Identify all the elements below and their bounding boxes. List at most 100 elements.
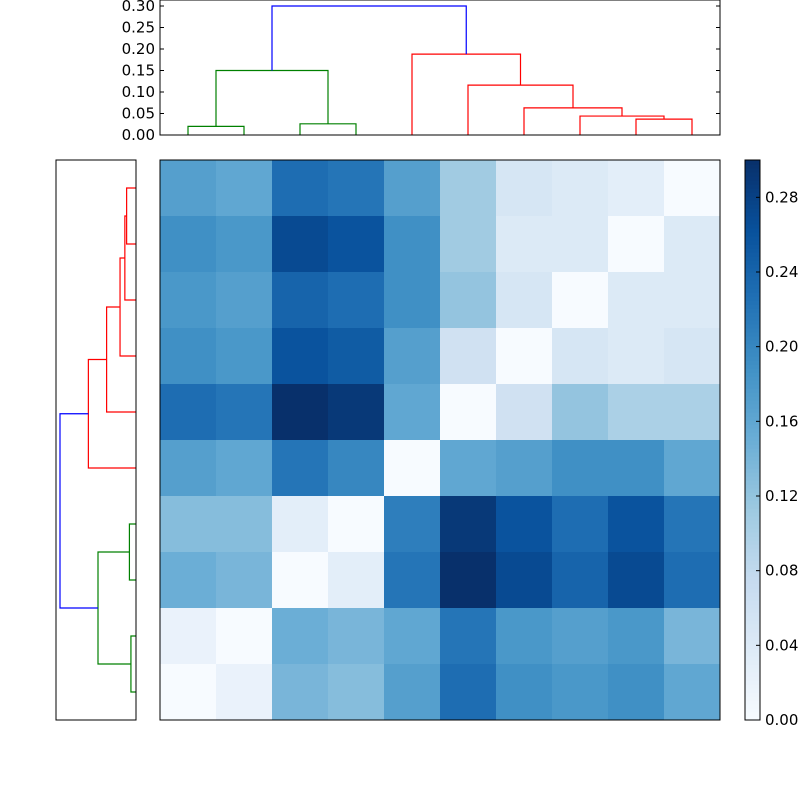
colorbar-segment [745, 372, 760, 377]
colorbar-segment [745, 236, 760, 241]
heatmap-cell [608, 552, 665, 609]
colorbar-segment [745, 660, 760, 665]
heatmap-cell [552, 552, 609, 609]
dendrogram-link [119, 257, 136, 357]
heatmap-cell [440, 664, 497, 721]
dendrogram-link [271, 5, 467, 71]
heatmap-cell [664, 328, 721, 385]
heatmap-cell [216, 440, 273, 497]
heatmap-cell [216, 216, 273, 273]
dendrogram-link [106, 306, 136, 413]
colorbar-segment [745, 412, 760, 417]
heatmap-cell [496, 608, 553, 665]
colorbar-segment [745, 640, 760, 645]
heatmap-cell [440, 440, 497, 497]
colorbar-segment [745, 244, 760, 249]
colorbar-segment [745, 208, 760, 213]
colorbar-segment [745, 172, 760, 177]
colorbar-segment [745, 676, 760, 681]
colorbar-segment [745, 468, 760, 473]
heatmap-cell [328, 496, 385, 553]
dendrogram-link [635, 118, 693, 135]
heatmap-cell [496, 328, 553, 385]
y-tick-label: 0.25 [122, 19, 155, 37]
colorbar-segment [745, 204, 760, 209]
colorbar-segment [745, 348, 760, 353]
heatmap-cell [216, 552, 273, 609]
colorbar-segment [745, 600, 760, 605]
colorbar-segment [745, 644, 760, 649]
heatmap-cell [664, 440, 721, 497]
colorbar-segment [745, 532, 760, 537]
heatmap-cell [160, 216, 217, 273]
colorbar-segment [745, 556, 760, 561]
top-dendrogram-frame [159, 0, 721, 136]
colorbar-segment [745, 524, 760, 529]
heatmap-cell [272, 496, 329, 553]
colorbar-segment [745, 256, 760, 261]
colorbar-segment [745, 512, 760, 517]
colorbar-segment [745, 668, 760, 673]
heatmap-cell [440, 496, 497, 553]
heatmap-cell [608, 216, 665, 273]
y-tick-label: 0.20 [122, 40, 155, 58]
heatmap-cell [216, 384, 273, 441]
heatmap-cell [384, 664, 441, 721]
heatmap-cell [272, 384, 329, 441]
colorbar-segment [745, 276, 760, 281]
heatmap-cell [552, 496, 609, 553]
dendrogram-link [523, 107, 623, 135]
dendrogram-link [126, 187, 136, 245]
heatmap-cell [328, 216, 385, 273]
colorbar-segment [745, 252, 760, 257]
colorbar-segment [745, 516, 760, 521]
y-tick-label: 0.30 [122, 0, 155, 15]
colorbar-segment [745, 628, 760, 633]
colorbar-segment [745, 704, 760, 709]
heatmap-cell [552, 328, 609, 385]
colorbar-tick-label: 0.08 [765, 562, 798, 580]
heatmap-cell [160, 160, 217, 217]
colorbar: 0.00 0.04 0.08 0.12 0.16 0.20 0.24 0.28 [744, 159, 798, 729]
colorbar-segment [745, 636, 760, 641]
heatmap-cell [272, 608, 329, 665]
colorbar-segment [745, 488, 760, 493]
colorbar-segment [745, 504, 760, 509]
heatmap-cell [552, 216, 609, 273]
heatmap-cell [328, 608, 385, 665]
heatmap-cell [328, 272, 385, 329]
heatmap-cell [440, 328, 497, 385]
colorbar-segment [745, 228, 760, 233]
heatmap-cell [664, 160, 721, 217]
colorbar-segment [745, 316, 760, 321]
colorbar-segment [745, 688, 760, 693]
dendrogram-link [467, 84, 574, 135]
colorbar-segment [745, 700, 760, 705]
colorbar-segment [745, 304, 760, 309]
heatmap-cell [552, 440, 609, 497]
heatmap-cell [664, 608, 721, 665]
colorbar-segment [745, 288, 760, 293]
colorbar-segment [745, 576, 760, 581]
colorbar-segment [745, 296, 760, 301]
heatmap-cell [328, 440, 385, 497]
colorbar-segment [745, 620, 760, 625]
colorbar-segment [745, 320, 760, 325]
colorbar-segment [745, 300, 760, 305]
colorbar-segment [745, 212, 760, 217]
heatmap-cell [216, 328, 273, 385]
heatmap-cell [496, 440, 553, 497]
colorbar-segment [745, 612, 760, 617]
colorbar-segment [745, 584, 760, 589]
heatmap-cell [160, 552, 217, 609]
heatmap-cell [384, 384, 441, 441]
colorbar-segment [745, 552, 760, 557]
colorbar-tick-label: 0.20 [765, 338, 798, 356]
heatmap-cell [384, 160, 441, 217]
colorbar-segment [745, 356, 760, 361]
y-tick-label: 0.10 [122, 83, 155, 101]
heatmap-cell [160, 664, 217, 721]
colorbar-frame [744, 159, 761, 721]
colorbar-segment [745, 368, 760, 373]
